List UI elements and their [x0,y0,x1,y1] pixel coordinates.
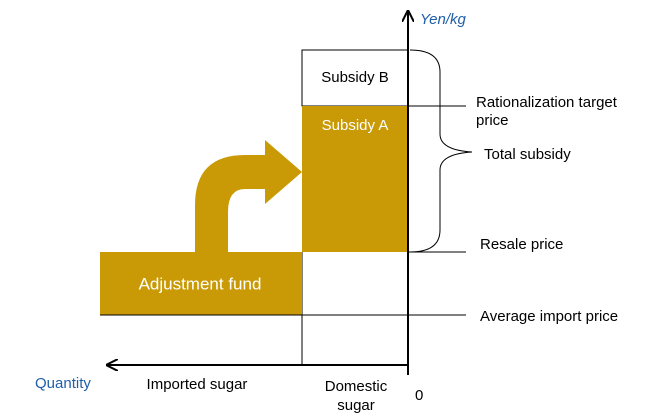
adjustment-fund-block [100,252,302,315]
y-label: Yen/kg [420,11,467,28]
subsidy-b-label: Subsidy B [321,69,389,86]
domestic-label: sugar [337,397,375,414]
resale-label: Resale price [480,236,563,253]
subsidy-a-label: Subsidy A [322,117,389,134]
import-price-label: Average import price [480,308,618,325]
rationalization-label: Rationalization target [476,94,618,111]
total-brace [409,49,473,253]
subsidy-a-block [302,106,408,252]
total-subsidy-label: Total subsidy [484,146,571,163]
transfer-arrow [195,140,302,252]
origin: 0 [415,387,423,404]
x-label: Quantity [35,375,91,392]
domestic-label: Domestic [325,378,388,395]
fund-label: Adjustment fund [139,274,262,293]
subsidy-b-block [301,49,409,107]
rationalization-label: price [476,112,509,129]
imported-label: Imported sugar [147,376,248,393]
